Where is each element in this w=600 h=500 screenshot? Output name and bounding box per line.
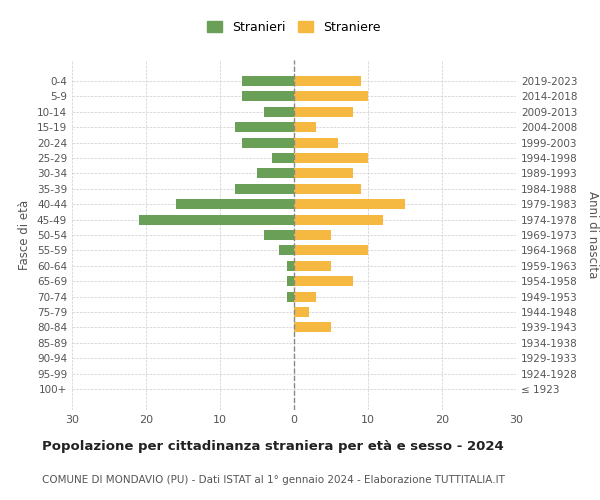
Bar [265, 230, 294, 240]
Bar [279, 246, 294, 256]
Bar [294, 76, 361, 86]
Bar [294, 168, 353, 178]
Bar [235, 122, 294, 132]
Bar [294, 153, 368, 163]
Bar [294, 261, 331, 271]
Bar [294, 307, 309, 317]
Bar [294, 92, 368, 102]
Bar [272, 153, 294, 163]
Bar [287, 276, 294, 286]
Bar [294, 292, 316, 302]
Y-axis label: Anni di nascita: Anni di nascita [586, 192, 599, 278]
Bar [294, 106, 353, 117]
Bar [294, 322, 331, 332]
Bar [257, 168, 294, 178]
Legend: Stranieri, Straniere: Stranieri, Straniere [207, 21, 381, 34]
Bar [176, 199, 294, 209]
Bar [242, 92, 294, 102]
Y-axis label: Fasce di età: Fasce di età [19, 200, 31, 270]
Bar [287, 261, 294, 271]
Bar [235, 184, 294, 194]
Bar [242, 138, 294, 147]
Text: Popolazione per cittadinanza straniera per età e sesso - 2024: Popolazione per cittadinanza straniera p… [42, 440, 504, 453]
Bar [294, 276, 353, 286]
Bar [242, 76, 294, 86]
Bar [294, 246, 368, 256]
Bar [294, 230, 331, 240]
Bar [294, 199, 405, 209]
Bar [294, 184, 361, 194]
Bar [294, 138, 338, 147]
Bar [139, 214, 294, 224]
Bar [287, 292, 294, 302]
Text: COMUNE DI MONDAVIO (PU) - Dati ISTAT al 1° gennaio 2024 - Elaborazione TUTTITALI: COMUNE DI MONDAVIO (PU) - Dati ISTAT al … [42, 475, 505, 485]
Bar [265, 106, 294, 117]
Bar [294, 122, 316, 132]
Bar [294, 214, 383, 224]
